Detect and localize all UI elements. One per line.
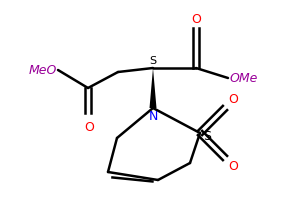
Text: OMe: OMe: [230, 72, 258, 85]
Text: O: O: [228, 93, 238, 106]
Text: MeO: MeO: [29, 64, 57, 76]
Polygon shape: [150, 68, 157, 108]
Text: O: O: [228, 160, 238, 173]
Text: S: S: [203, 130, 211, 143]
Text: O: O: [84, 121, 94, 134]
Text: O: O: [191, 13, 201, 26]
Text: N: N: [148, 110, 158, 123]
Text: S: S: [150, 56, 157, 66]
